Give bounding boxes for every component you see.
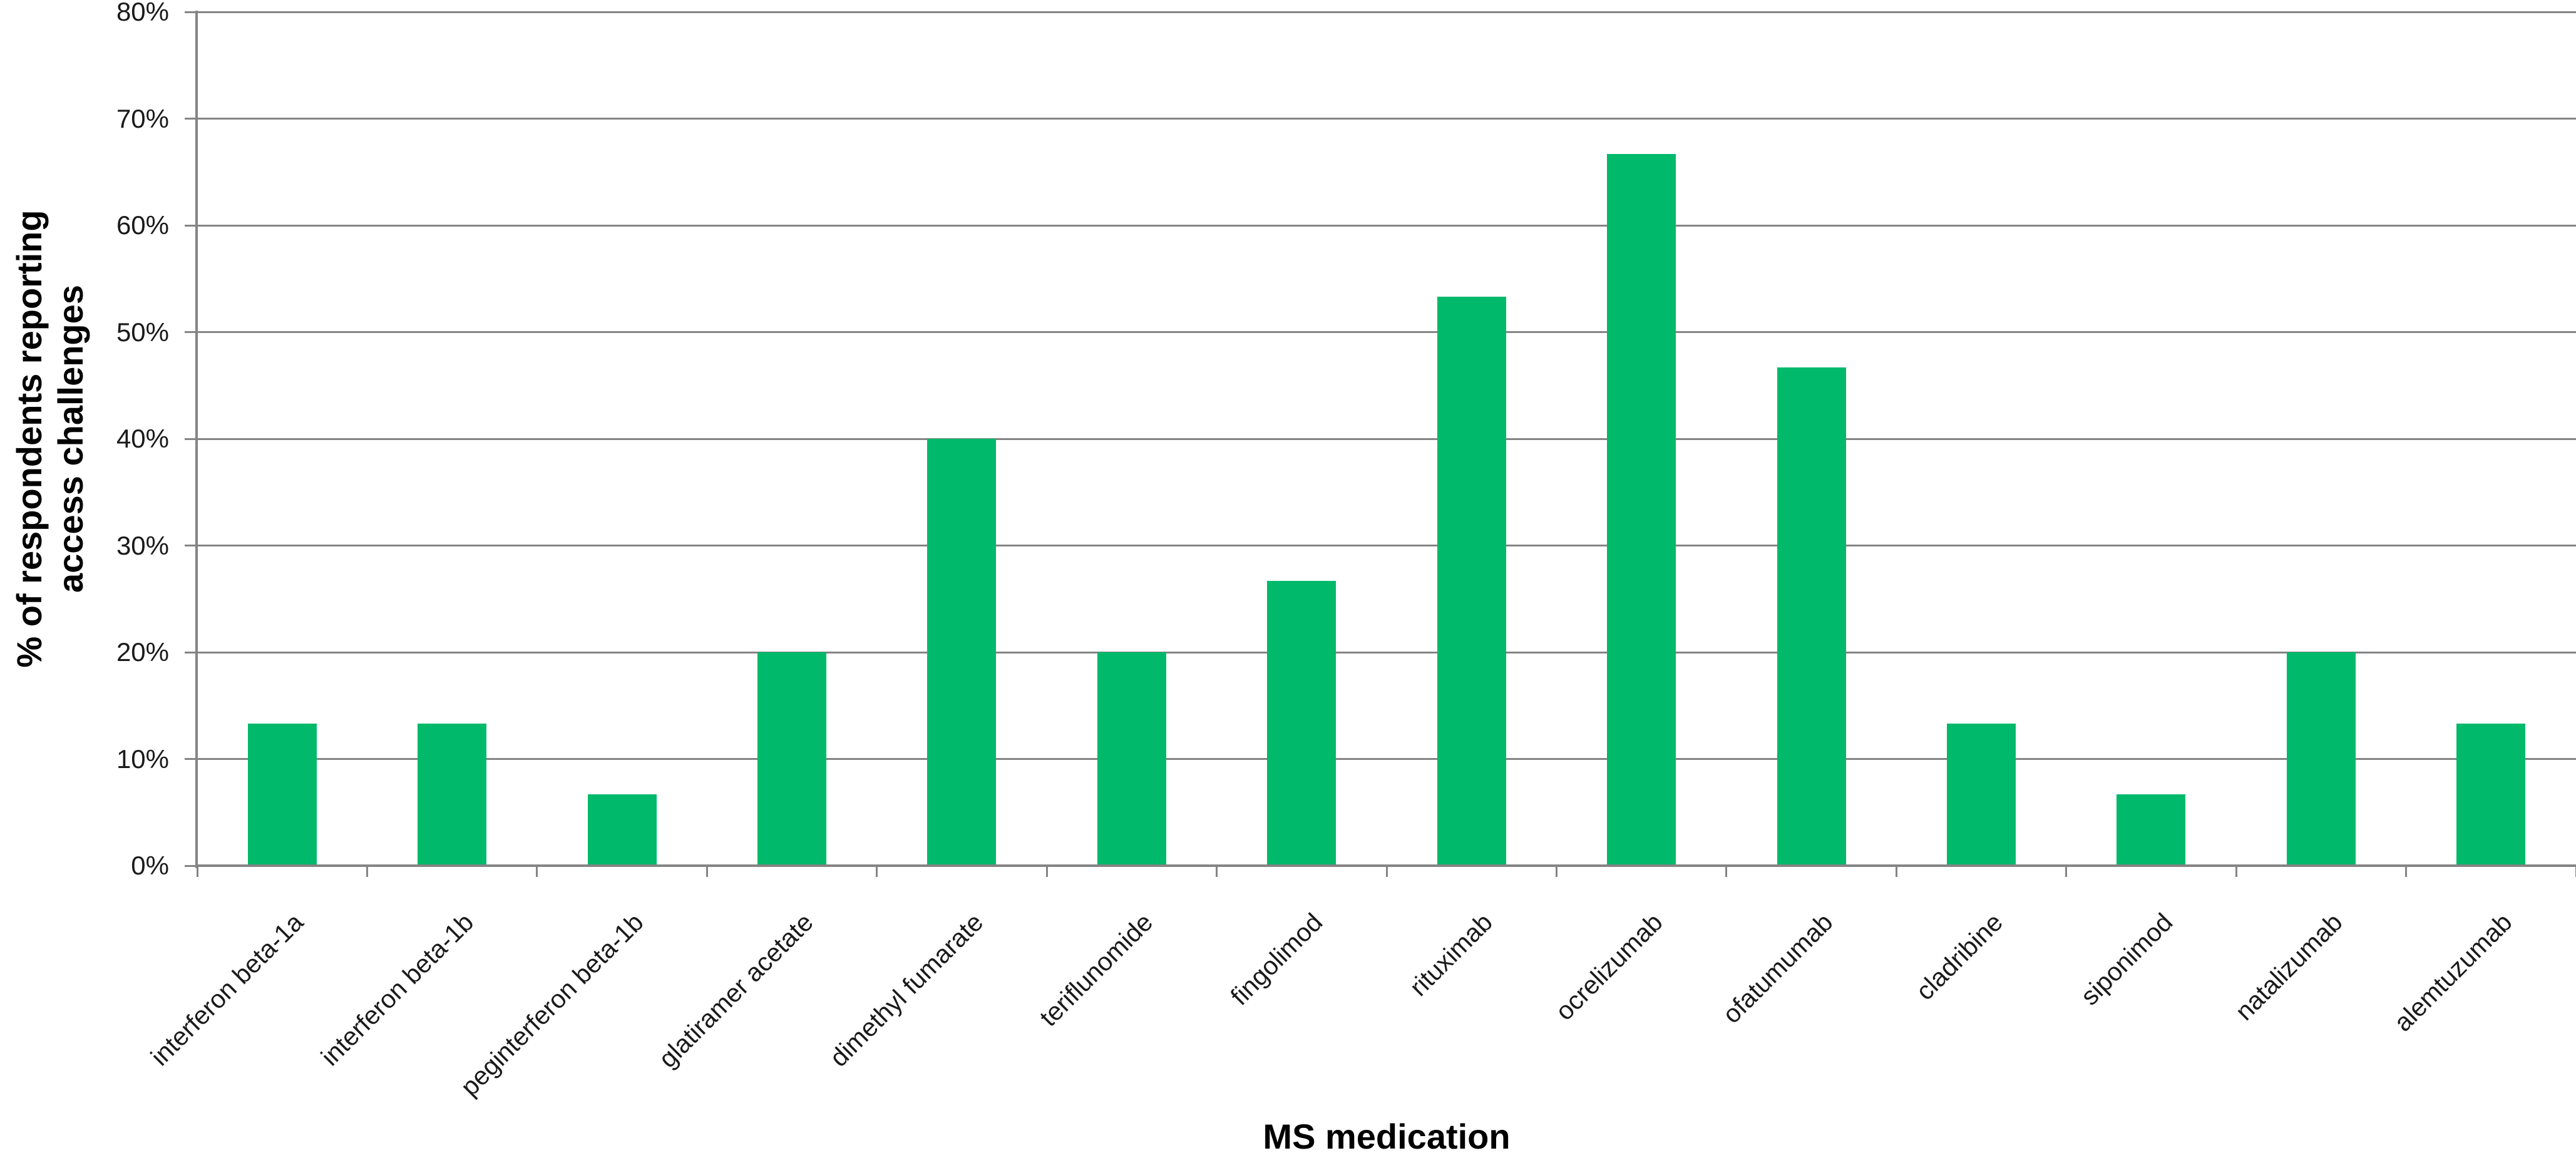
- y-tick-mark-50: [185, 331, 195, 333]
- x-tick-mark-3: [706, 866, 708, 877]
- y-tick-label-40: 40%: [116, 424, 169, 453]
- x-tick-mark-0: [196, 866, 198, 877]
- y-tick-label-20: 20%: [116, 637, 169, 667]
- bar-ocrelizumab: [1607, 153, 1676, 866]
- x-category-label-natalizumab: natalizumab: [2229, 908, 2348, 1026]
- gridline-30: [197, 545, 2576, 546]
- x-tick-mark-1: [366, 866, 368, 877]
- x-category-label-siponimod: siponimod: [2075, 908, 2178, 1011]
- x-category-label-glatiramer-acetate: glatiramer acetate: [652, 908, 819, 1074]
- x-category-label-ocrelizumab: ocrelizumab: [1549, 908, 1668, 1026]
- gridline-70: [197, 118, 2576, 120]
- x-axis-title: MS medication: [1263, 1117, 1511, 1153]
- y-tick-mark-80: [185, 11, 195, 13]
- gridline-40: [197, 438, 2576, 440]
- x-tick-mark-10: [1895, 866, 1897, 877]
- y-tick-mark-40: [185, 438, 195, 440]
- x-category-label-peginterferon-beta-1b: peginterferon beta-1b: [454, 908, 649, 1102]
- bar-dimethyl-fumarate: [927, 439, 997, 866]
- y-tick-label-80: 80%: [116, 0, 169, 26]
- x-category-label-interferon-beta-1b: interferon beta-1b: [315, 908, 479, 1072]
- x-category-label-fingolimod: fingolimod: [1225, 908, 1328, 1011]
- bar-alemtuzumab: [2456, 724, 2526, 866]
- bar-interferon-beta-1a: [247, 724, 317, 866]
- y-axis-title: % of respondents reporting access challe…: [9, 210, 91, 667]
- gridline-80: [197, 11, 2576, 13]
- x-tick-mark-4: [876, 866, 878, 877]
- gridline-60: [197, 224, 2576, 227]
- y-axis-line: [195, 11, 198, 868]
- y-tick-mark-20: [185, 651, 195, 653]
- x-tick-mark-14: [2575, 866, 2576, 877]
- bar-interferon-beta-1b: [418, 724, 487, 866]
- bar-teriflunomide: [1097, 652, 1166, 866]
- x-tick-mark-6: [1216, 866, 1218, 877]
- x-tick-mark-8: [1555, 866, 1557, 877]
- y-tick-mark-60: [185, 224, 195, 227]
- x-tick-mark-11: [2065, 866, 2068, 877]
- y-tick-mark-70: [185, 118, 195, 120]
- bar-peginterferon-beta-1b: [587, 794, 657, 866]
- bar-siponimod: [2117, 794, 2186, 866]
- bar-ofatumumab: [1777, 367, 1846, 866]
- y-tick-mark-10: [185, 758, 195, 760]
- y-tick-mark-30: [185, 545, 195, 546]
- y-tick-label-30: 30%: [116, 530, 169, 560]
- y-axis-title-line-2: access challenges: [51, 285, 90, 593]
- gridline-50: [197, 331, 2576, 333]
- y-axis-title-line-1: % of respondents reporting: [9, 210, 49, 668]
- x-category-label-interferon-beta-1a: interferon beta-1a: [145, 908, 309, 1072]
- bar-glatiramer-acetate: [757, 652, 826, 866]
- x-category-label-ofatumumab: ofatumumab: [1716, 908, 1839, 1029]
- gridline-20: [197, 651, 2576, 653]
- gridline-10: [197, 758, 2576, 760]
- y-tick-mark-0: [185, 864, 195, 867]
- x-tick-mark-5: [1045, 866, 1048, 877]
- x-tick-mark-9: [1725, 866, 1728, 877]
- x-category-label-dimethyl-fumarate: dimethyl fumarate: [824, 908, 988, 1072]
- y-tick-label-0: 0%: [131, 851, 169, 880]
- bar-fingolimod: [1267, 580, 1337, 866]
- bar-cladribine: [1947, 724, 2016, 866]
- y-tick-label-10: 10%: [116, 744, 169, 774]
- x-category-label-cladribine: cladribine: [1909, 908, 2008, 1006]
- y-tick-label-60: 60%: [116, 210, 169, 240]
- y-tick-label-70: 70%: [116, 103, 169, 133]
- bar-rituximab: [1437, 297, 1506, 866]
- x-tick-mark-12: [2235, 866, 2237, 877]
- x-tick-mark-2: [536, 866, 538, 877]
- x-tick-mark-13: [2405, 866, 2408, 877]
- x-tick-mark-7: [1385, 866, 1388, 877]
- bar-natalizumab: [2286, 652, 2356, 866]
- x-category-label-alemtuzumab: alemtuzumab: [2388, 908, 2518, 1037]
- y-tick-label-50: 50%: [116, 317, 169, 347]
- x-category-label-teriflunomide: teriflunomide: [1034, 908, 1159, 1032]
- x-category-label-rituximab: rituximab: [1404, 908, 1499, 1002]
